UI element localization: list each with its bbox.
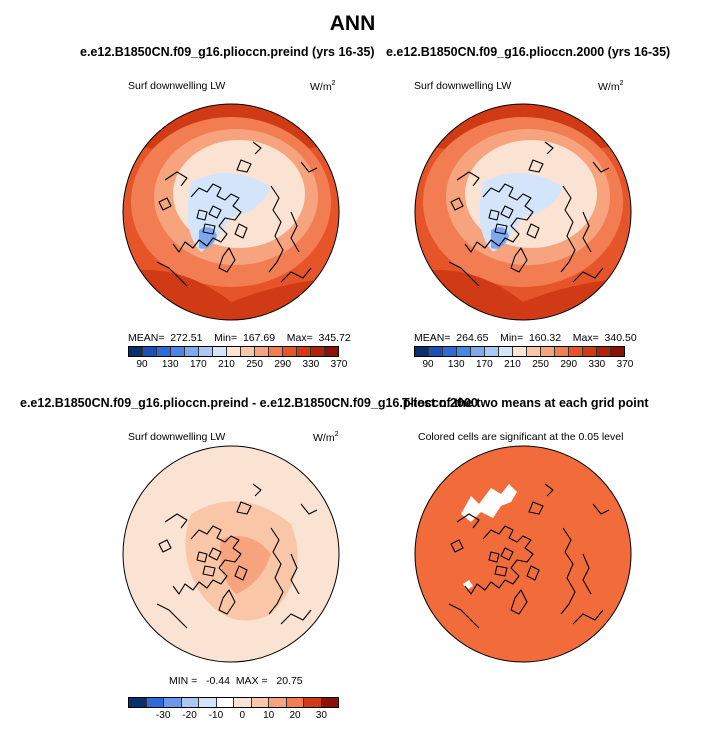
colorbar-swatch: [157, 347, 171, 356]
colorbar-swatch: [429, 347, 443, 356]
colorbar-swatch: [499, 347, 513, 356]
colorbar-tick-label: -30: [155, 710, 171, 721]
colorbar-tick-label: 90: [136, 359, 148, 370]
colorbar-tick-label: 250: [532, 359, 549, 370]
colorbar-tick-label: 10: [263, 710, 275, 721]
colorbar-tick-label: 330: [302, 359, 320, 370]
panel-4-note: Colored cells are significant at the 0.0…: [418, 431, 624, 443]
colorbar-tick-label: -20: [182, 710, 197, 721]
colorbar-swatch: [269, 698, 287, 707]
colorbar-tick-label: 30: [315, 710, 327, 721]
colorbar-swatch: [164, 698, 182, 707]
colorbar-swatch: [251, 698, 269, 707]
colorbar-swatch: [471, 347, 485, 356]
colorbar-swatch: [555, 347, 569, 356]
colorbar-tick-label: 130: [447, 359, 465, 370]
panel-2-polar-map: [414, 103, 632, 321]
colorbar-tick-label: 170: [189, 359, 207, 370]
panel-1-polar-map: [122, 103, 340, 321]
colorbar-tick-label: 290: [274, 359, 292, 370]
colorbar-swatch: [321, 698, 338, 707]
panel-2-units: W/m2: [598, 80, 624, 93]
colorbar-swatch: [569, 347, 583, 356]
colorbar-swatch: [269, 347, 283, 356]
panel-4-case-title: T-test of the two means at each grid poi…: [402, 396, 649, 410]
panel-1-case-title: e.e12.B1850CN.f09_g16.plioccn.preind (yr…: [80, 45, 375, 59]
panel-3-colorbar: [128, 697, 339, 708]
panel-4-polar-map: [414, 445, 632, 663]
colorbar-tick-label: 20: [289, 710, 301, 721]
colorbar-tick-label: 370: [330, 359, 348, 370]
colorbar-swatch: [181, 698, 199, 707]
colorbar-tick-label: 330: [588, 359, 606, 370]
colorbar-tick-label: 210: [504, 359, 521, 370]
colorbar-swatch: [304, 698, 322, 707]
colorbar-swatch: [415, 347, 429, 356]
colorbar-swatch: [597, 347, 611, 356]
colorbar-swatch: [325, 347, 338, 356]
panel-1-variable: Surf downwelling LW: [128, 80, 226, 92]
colorbar-swatch: [129, 347, 143, 356]
colorbar-swatch: [541, 347, 555, 356]
colorbar-tick-label: 290: [560, 359, 578, 370]
colorbar-tick-label: 170: [475, 359, 493, 370]
colorbar-swatch: [129, 698, 147, 707]
colorbar-swatch: [213, 347, 227, 356]
colorbar-swatch: [457, 347, 471, 356]
colorbar-swatch: [199, 698, 217, 707]
colorbar-swatch: [286, 698, 304, 707]
colorbar-swatch: [527, 347, 541, 356]
colorbar-swatch: [241, 347, 255, 356]
panel-1-stats: MEAN= 272.51 Min= 167.69 Max= 345.72: [128, 332, 351, 344]
colorbar-swatch: [297, 347, 311, 356]
colorbar-tick-label: 130: [161, 359, 179, 370]
colorbar-tick-label: -10: [208, 710, 224, 721]
colorbar-swatch: [234, 698, 252, 707]
panel-2-stats: MEAN= 264.65 Min= 160.32 Max= 340.50: [414, 332, 637, 344]
panel-2-colorbar: [414, 346, 625, 357]
panel-3-variable: Surf downwelling LW: [128, 431, 226, 443]
colorbar-swatch: [583, 347, 597, 356]
colorbar-swatch: [255, 347, 269, 356]
panel-3-polar-map: [122, 445, 340, 663]
colorbar-swatch: [171, 347, 185, 356]
colorbar-swatch: [146, 698, 164, 707]
colorbar-swatch: [443, 347, 457, 356]
figure-title: ANN: [329, 12, 376, 35]
colorbar-swatch: [185, 347, 199, 356]
colorbar-swatch: [513, 347, 527, 356]
colorbar-swatch: [283, 347, 297, 356]
colorbar-swatch: [143, 347, 157, 356]
panel-3-stats: MIN = -0.44 MAX = 20.75: [169, 675, 303, 687]
panel-2-case-title: e.e12.B1850CN.f09_g16.plioccn.2000 (yrs …: [386, 45, 671, 59]
colorbar-tick-label: 250: [246, 359, 263, 370]
panel-1-colorbar: [128, 346, 339, 357]
colorbar-swatch: [216, 698, 234, 707]
panel-1-units: W/m2: [310, 80, 336, 93]
colorbar-swatch: [199, 347, 213, 356]
colorbar-tick-label: 370: [616, 359, 634, 370]
colorbar-swatch: [485, 347, 499, 356]
panel-3-units: W/m2: [313, 431, 339, 444]
colorbar-tick-label: 0: [239, 710, 246, 721]
colorbar-swatch: [227, 347, 241, 356]
colorbar-swatch: [611, 347, 624, 356]
panel-3-case-title: e.e12.B1850CN.f09_g16.plioccn.preind - e…: [20, 396, 478, 410]
colorbar-tick-label: 90: [422, 359, 434, 370]
colorbar-swatch: [311, 347, 325, 356]
panel-2-variable: Surf downwelling LW: [414, 80, 512, 92]
colorbar-tick-label: 210: [218, 359, 235, 370]
